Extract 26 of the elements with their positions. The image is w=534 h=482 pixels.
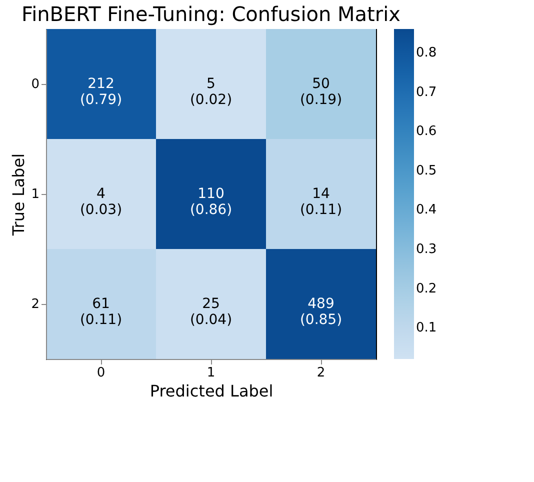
chart-title: FinBERT Fine-Tuning: Confusion Matrix <box>22 2 401 26</box>
data-label: 5 (0.02) <box>190 76 232 108</box>
data-label: 489 (0.85) <box>300 296 342 328</box>
x-tick-label: 2 <box>316 366 326 380</box>
y-tick-label: 0 <box>31 77 40 92</box>
data-label: 14 (0.11) <box>300 186 342 218</box>
x-tick-label: 0 <box>96 366 106 380</box>
color-bar-label: 0.6 <box>416 124 437 140</box>
data-label: 4 (0.03) <box>80 186 122 218</box>
color-bar-label: 0.5 <box>416 163 437 178</box>
data-label: 25 (0.04) <box>190 296 232 328</box>
y-tick-label: 1 <box>31 187 40 202</box>
color-bar-label: 0.7 <box>416 84 437 100</box>
color-bar-label: 0.2 <box>416 281 437 296</box>
color-bar-label: 0.1 <box>416 320 437 336</box>
y-axis-title: True Label <box>9 153 28 237</box>
color-bar-label: 0.3 <box>416 242 437 257</box>
data-label: 61 (0.11) <box>80 296 122 328</box>
x-tick-label: 1 <box>206 366 216 380</box>
x-axis-title: Predicted Label <box>150 382 274 400</box>
color-bar-label: 0.8 <box>416 46 437 61</box>
data-label: 50 (0.19) <box>300 76 342 108</box>
y-tick-label: 2 <box>31 297 40 312</box>
color-bar-label: 0.4 <box>416 202 437 218</box>
data-label: 110 (0.86) <box>190 186 232 218</box>
data-label: 212 (0.79) <box>80 76 122 108</box>
